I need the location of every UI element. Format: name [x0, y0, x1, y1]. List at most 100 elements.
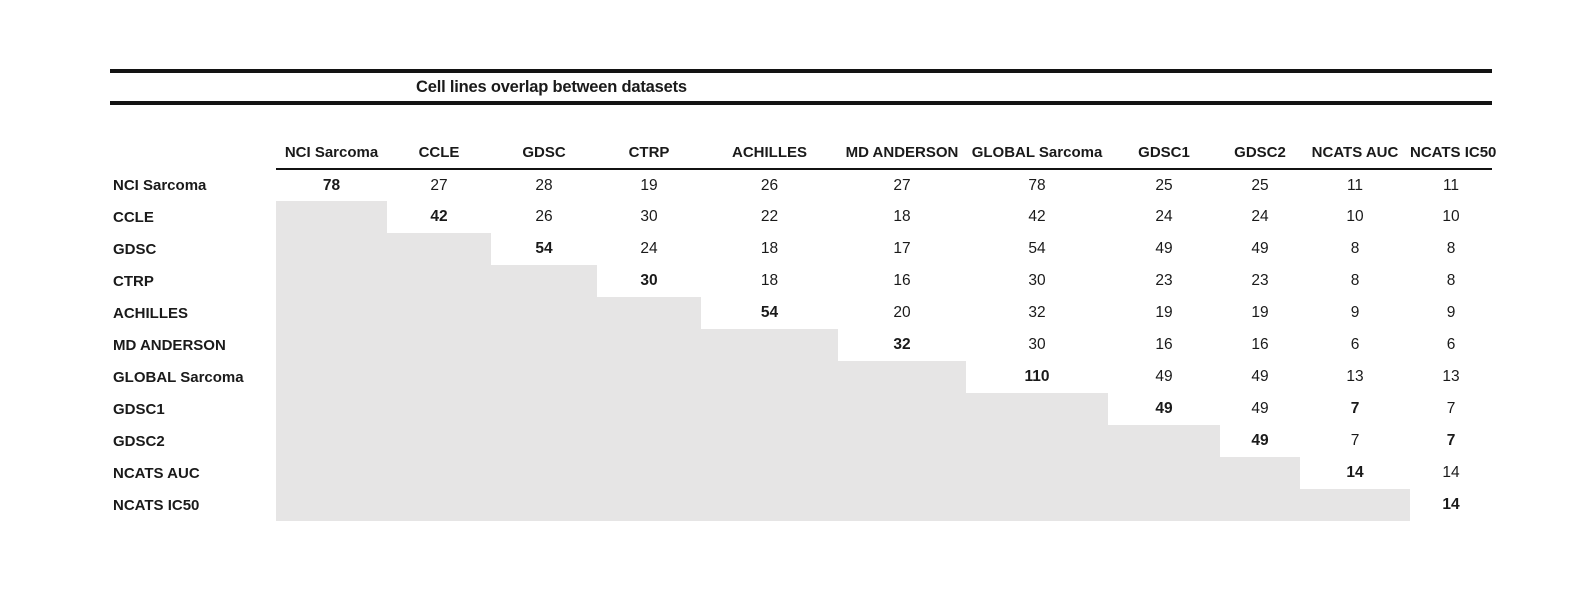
row-header-ccle: CCLE — [113, 208, 154, 226]
shaded-empty-cell — [387, 265, 491, 297]
overlap-value-gdsc-x-ncats-ic50: 8 — [1446, 240, 1456, 257]
overlap-value-ctrp-x-achilles: 18 — [760, 272, 779, 289]
overlap-value-ctrp-x-md-anderson: 16 — [893, 272, 911, 289]
overlap-value-ncats-ic50-x-ncats-ic50: 14 — [1442, 496, 1460, 513]
overlap-value-gdsc1-x-ncats-ic50: 7 — [1446, 400, 1456, 417]
column-header-gdsc2: GDSC2 — [1220, 141, 1300, 170]
shaded-empty-cell — [838, 457, 966, 489]
matrix-row-global-sarcoma: GLOBAL Sarcoma 110 49 49 13 13 — [110, 361, 1492, 393]
shaded-empty-cell — [276, 297, 387, 329]
column-header-ncats-ic50: NCATS IC50 — [1410, 141, 1496, 170]
row-header-ncats-ic50: NCATS IC50 — [113, 496, 200, 514]
overlap-value-ctrp-x-ctrp: 30 — [640, 272, 658, 289]
shaded-empty-cell — [1300, 489, 1410, 521]
overlap-value-achilles-x-ncats-auc: 9 — [1350, 304, 1360, 321]
shaded-empty-cell — [387, 329, 491, 361]
overlap-value-nci-sarcoma-x-ccle: 27 — [430, 176, 448, 194]
overlap-value-achilles-x-gdsc2: 19 — [1251, 304, 1269, 321]
shaded-empty-cell — [597, 297, 701, 329]
shaded-empty-cell — [276, 425, 387, 457]
matrix-row-ccle: CCLE 42 26 30 22 18 42 24 24 10 10 — [110, 201, 1492, 233]
overlap-value-gdsc2-x-ncats-ic50: 7 — [1446, 432, 1456, 449]
overlap-value-achilles-x-achilles: 54 — [760, 304, 779, 321]
overlap-value-ccle-x-md-anderson: 18 — [893, 208, 911, 225]
overlap-value-global-sarcoma-x-ncats-auc: 13 — [1346, 368, 1364, 385]
shaded-empty-cell — [597, 425, 701, 457]
shaded-empty-cell — [701, 457, 838, 489]
shaded-empty-cell — [387, 233, 491, 265]
shaded-empty-cell — [276, 265, 387, 297]
shaded-empty-cell — [276, 233, 387, 265]
overlap-value-gdsc-x-gdsc: 54 — [535, 240, 553, 257]
column-header-ctrp: CTRP — [597, 141, 701, 170]
overlap-value-ccle-x-gdsc1: 24 — [1155, 208, 1173, 225]
row-header-achilles: ACHILLES — [113, 304, 188, 322]
overlap-value-global-sarcoma-x-global-sarcoma: 110 — [1024, 368, 1050, 385]
shaded-empty-cell — [1220, 489, 1300, 521]
shaded-empty-cell — [838, 361, 966, 393]
overlap-value-gdsc-x-ncats-auc: 8 — [1350, 240, 1360, 257]
overlap-value-gdsc-x-ctrp: 24 — [640, 240, 658, 257]
corner-cell — [110, 141, 276, 169]
overlap-value-gdsc2-x-ncats-auc: 7 — [1350, 432, 1360, 449]
overlap-value-md-anderson-x-global-sarcoma: 30 — [1028, 336, 1046, 353]
shaded-empty-cell — [491, 265, 597, 297]
shaded-empty-cell — [276, 361, 387, 393]
row-header-md-anderson: MD ANDERSON — [113, 336, 226, 354]
shaded-empty-cell — [597, 361, 701, 393]
shaded-empty-cell — [1108, 425, 1220, 457]
overlap-value-gdsc-x-gdsc2: 49 — [1251, 240, 1269, 257]
shaded-empty-cell — [276, 329, 387, 361]
overlap-value-nci-sarcoma-x-achilles: 26 — [760, 176, 779, 194]
shaded-empty-cell — [387, 297, 491, 329]
shaded-empty-cell — [701, 393, 838, 425]
shaded-empty-cell — [387, 425, 491, 457]
overlap-value-global-sarcoma-x-ncats-ic50: 13 — [1442, 368, 1460, 385]
shaded-empty-cell — [1220, 457, 1300, 489]
overlap-value-nci-sarcoma-x-nci-sarcoma: 78 — [322, 176, 341, 194]
matrix-row-ncats-auc: NCATS AUC 14 14 — [110, 457, 1492, 489]
shaded-empty-cell — [701, 329, 838, 361]
row-header-gdsc1: GDSC1 — [113, 400, 165, 418]
column-header-row: NCI Sarcoma CCLE GDSC CTRP ACHILLES MD ANDERS… — [110, 141, 1496, 170]
shaded-empty-cell — [966, 457, 1108, 489]
overlap-value-md-anderson-x-ncats-auc: 6 — [1350, 336, 1360, 353]
matrix-row-gdsc2: GDSC2 49 7 7 — [110, 425, 1492, 457]
overlap-value-ccle-x-ncats-ic50: 10 — [1442, 208, 1460, 225]
overlap-value-global-sarcoma-x-gdsc1: 49 — [1155, 368, 1173, 385]
overlap-value-achilles-x-global-sarcoma: 32 — [1028, 304, 1046, 321]
overlap-value-ccle-x-achilles: 22 — [760, 208, 779, 225]
shaded-empty-cell — [491, 329, 597, 361]
shaded-empty-cell — [276, 457, 387, 489]
shaded-empty-cell — [387, 361, 491, 393]
shaded-empty-cell — [491, 297, 597, 329]
column-header-nci-sarcoma: NCI Sarcoma — [276, 141, 387, 170]
shaded-empty-cell — [491, 361, 597, 393]
overlap-value-gdsc1-x-gdsc1: 49 — [1155, 400, 1173, 417]
overlap-value-ccle-x-ncats-auc: 10 — [1346, 208, 1364, 225]
overlap-value-nci-sarcoma-x-gdsc: 28 — [535, 176, 553, 194]
shaded-empty-cell — [597, 457, 701, 489]
row-header-gdsc2: GDSC2 — [113, 432, 165, 450]
overlap-value-nci-sarcoma-x-md-anderson: 27 — [893, 176, 911, 194]
overlap-value-ccle-x-ctrp: 30 — [640, 208, 658, 225]
row-header-nci-sarcoma: NCI Sarcoma — [113, 176, 207, 194]
table-title: Cell lines overlap between datasets — [416, 77, 687, 96]
column-header-achilles: ACHILLES — [701, 141, 838, 170]
overlap-value-md-anderson-x-ncats-ic50: 6 — [1446, 336, 1456, 353]
shaded-empty-cell — [387, 457, 491, 489]
shaded-empty-cell — [838, 393, 966, 425]
shaded-empty-cell — [276, 489, 387, 521]
overlap-value-gdsc-x-md-anderson: 17 — [893, 240, 911, 257]
overlap-value-ctrp-x-global-sarcoma: 30 — [1028, 272, 1046, 289]
matrix-row-ctrp: CTRP 30 18 16 30 23 23 8 8 — [110, 265, 1492, 297]
overlap-value-global-sarcoma-x-gdsc2: 49 — [1251, 368, 1269, 385]
overlap-value-gdsc1-x-gdsc2: 49 — [1251, 400, 1269, 417]
shaded-empty-cell — [387, 489, 491, 521]
overlap-value-ccle-x-gdsc: 26 — [535, 208, 553, 225]
shaded-empty-cell — [966, 425, 1108, 457]
overlap-value-gdsc1-x-ncats-auc: 7 — [1350, 400, 1360, 417]
overlap-value-achilles-x-gdsc1: 19 — [1155, 304, 1173, 321]
row-header-gdsc: GDSC — [113, 240, 157, 258]
shaded-empty-cell — [966, 393, 1108, 425]
